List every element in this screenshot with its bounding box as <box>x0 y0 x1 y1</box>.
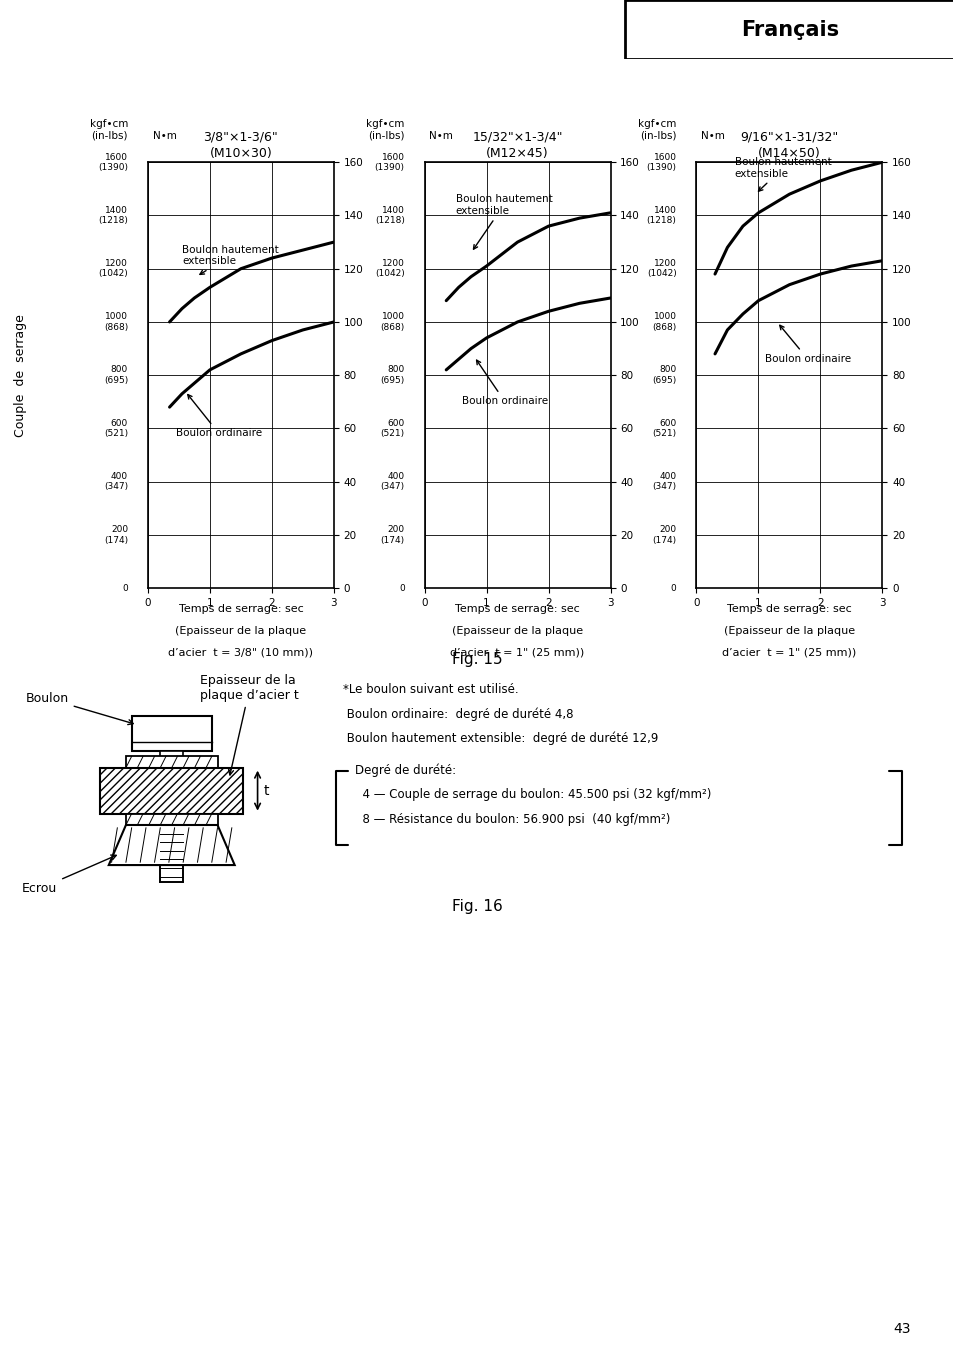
Text: *Le boulon suivant est utilisé.: *Le boulon suivant est utilisé. <box>343 683 518 696</box>
Text: kgf•cm
(in-lbs): kgf•cm (in-lbs) <box>90 119 128 141</box>
Text: Ecrou: Ecrou <box>22 854 116 895</box>
Text: 1200
(1042): 1200 (1042) <box>375 260 404 279</box>
Text: Temps de serrage: sec: Temps de serrage: sec <box>455 604 579 614</box>
Text: Boulon hautement
extensible: Boulon hautement extensible <box>734 157 831 191</box>
Text: 1200
(1042): 1200 (1042) <box>98 260 128 279</box>
Text: kgf•cm
(in-lbs): kgf•cm (in-lbs) <box>638 119 676 141</box>
Text: (Epaisseur de la plaque: (Epaisseur de la plaque <box>723 626 854 635</box>
Text: 200
(174): 200 (174) <box>380 525 404 545</box>
Text: d’acier  t = 1" (25 mm)): d’acier t = 1" (25 mm)) <box>450 648 584 657</box>
Bar <box>126 756 217 768</box>
Text: Fig. 15: Fig. 15 <box>451 652 502 667</box>
Text: Boulon ordinaire: Boulon ordinaire <box>461 360 547 407</box>
Text: Epaisseur de la
plaque d’acier t: Epaisseur de la plaque d’acier t <box>200 673 299 775</box>
Text: Temps de serrage: sec: Temps de serrage: sec <box>178 604 303 614</box>
Text: 1000
(868): 1000 (868) <box>380 312 404 331</box>
Text: 1600
(1390): 1600 (1390) <box>646 153 676 172</box>
Title: 15/32"×1-3/4"
(M12×45): 15/32"×1-3/4" (M12×45) <box>472 131 562 160</box>
Text: N•m: N•m <box>152 131 176 141</box>
Bar <box>100 768 243 814</box>
Text: 1400
(1218): 1400 (1218) <box>646 206 676 226</box>
Text: 400
(347): 400 (347) <box>380 472 404 491</box>
Text: 8 — Résistance du boulon: 56.900 psi  (40 kgf/mm²): 8 — Résistance du boulon: 56.900 psi (40… <box>355 813 670 826</box>
Text: d’acier  t = 1" (25 mm)): d’acier t = 1" (25 mm)) <box>721 648 856 657</box>
Text: 400
(347): 400 (347) <box>652 472 676 491</box>
Text: Boulon hautement
extensible: Boulon hautement extensible <box>456 195 552 249</box>
Text: 1000
(868): 1000 (868) <box>104 312 128 331</box>
Text: 4 — Couple de serrage du boulon: 45.500 psi (32 kgf/mm²): 4 — Couple de serrage du boulon: 45.500 … <box>355 788 711 802</box>
Text: N•m: N•m <box>700 131 724 141</box>
Text: 600
(521): 600 (521) <box>652 419 676 438</box>
Text: Boulon hautement
extensible: Boulon hautement extensible <box>182 245 278 274</box>
Text: d’acier  t = 3/8" (10 mm)): d’acier t = 3/8" (10 mm)) <box>169 648 313 657</box>
Text: Boulon ordinaire:  degré de durété 4,8: Boulon ordinaire: degré de durété 4,8 <box>343 707 574 721</box>
Bar <box>126 814 217 825</box>
Text: 600
(521): 600 (521) <box>380 419 404 438</box>
Text: Couple  de  serrage: Couple de serrage <box>14 314 28 437</box>
Text: t: t <box>263 784 269 798</box>
Text: Degré de durété:: Degré de durété: <box>355 764 456 777</box>
Text: kgf•cm
(in-lbs): kgf•cm (in-lbs) <box>366 119 404 141</box>
Text: 200
(174): 200 (174) <box>104 525 128 545</box>
Text: 600
(521): 600 (521) <box>104 419 128 438</box>
Polygon shape <box>109 825 234 865</box>
Text: 1200
(1042): 1200 (1042) <box>646 260 676 279</box>
Text: 1600
(1390): 1600 (1390) <box>98 153 128 172</box>
Bar <box>160 750 183 883</box>
Text: 1000
(868): 1000 (868) <box>652 312 676 331</box>
Text: 0: 0 <box>398 584 404 592</box>
Text: 1400
(1218): 1400 (1218) <box>98 206 128 226</box>
Text: Fig. 16: Fig. 16 <box>451 899 502 914</box>
Text: Français: Français <box>740 20 838 39</box>
Text: (Epaisseur de la plaque: (Epaisseur de la plaque <box>175 626 306 635</box>
Text: 43: 43 <box>893 1322 910 1336</box>
Text: N•m: N•m <box>429 131 453 141</box>
Text: 0: 0 <box>122 584 128 592</box>
Text: 1600
(1390): 1600 (1390) <box>375 153 404 172</box>
Text: Boulon ordinaire: Boulon ordinaire <box>763 326 850 364</box>
Text: Boulon hautement extensible:  degré de durété 12,9: Boulon hautement extensible: degré de du… <box>343 731 659 745</box>
Text: 200
(174): 200 (174) <box>652 525 676 545</box>
Text: 0: 0 <box>670 584 676 592</box>
Text: Boulon: Boulon <box>26 692 133 725</box>
Text: 1400
(1218): 1400 (1218) <box>375 206 404 226</box>
Text: (Epaisseur de la plaque: (Epaisseur de la plaque <box>452 626 582 635</box>
Text: 800
(695): 800 (695) <box>380 365 404 385</box>
Title: 3/8"×1-3/6"
(M10×30): 3/8"×1-3/6" (M10×30) <box>203 131 278 160</box>
Text: Temps de serrage: sec: Temps de serrage: sec <box>726 604 851 614</box>
Text: 400
(347): 400 (347) <box>104 472 128 491</box>
Title: 9/16"×1-31/32"
(M14×50): 9/16"×1-31/32" (M14×50) <box>740 131 838 160</box>
Text: 800
(695): 800 (695) <box>104 365 128 385</box>
Text: Boulon ordinaire: Boulon ordinaire <box>175 395 262 438</box>
Bar <box>624 0 953 59</box>
Text: 800
(695): 800 (695) <box>652 365 676 385</box>
Bar <box>132 717 212 750</box>
